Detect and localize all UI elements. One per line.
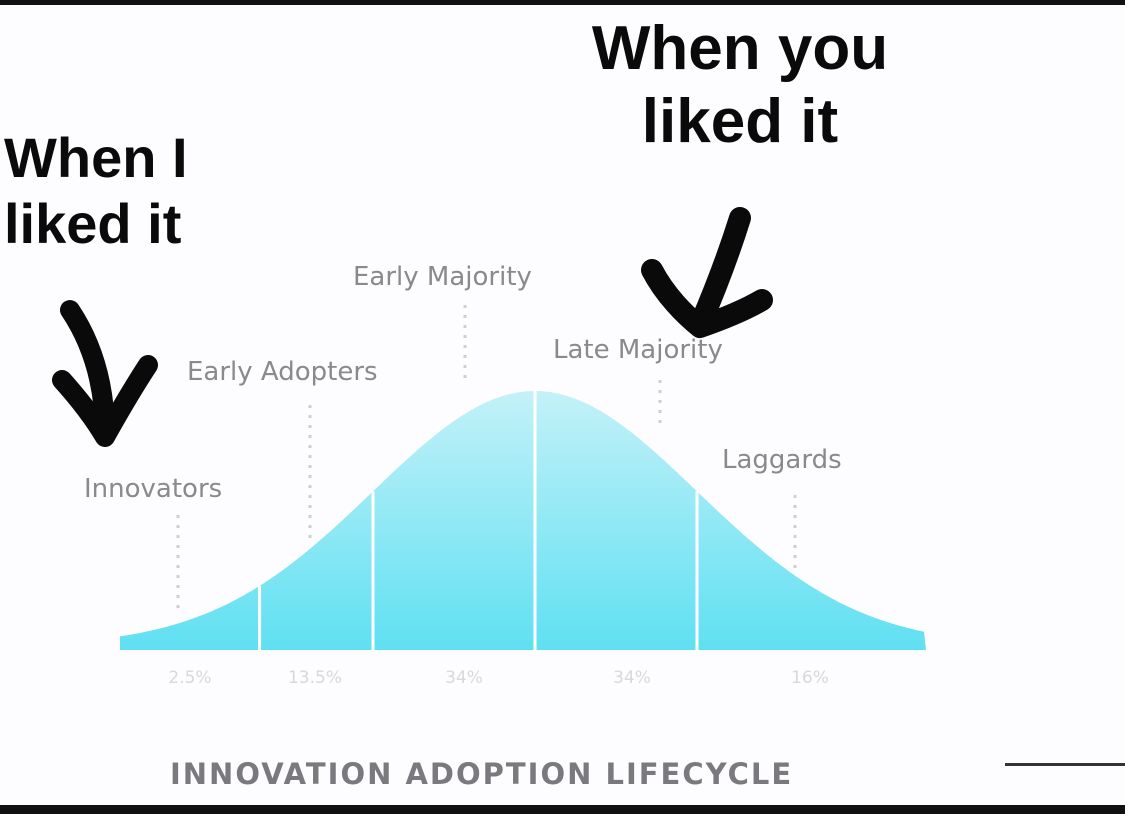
category-label-laggards: Laggards <box>722 445 842 475</box>
bell-curve-area <box>120 391 926 650</box>
category-label-early-adopters: Early Adopters <box>187 357 378 387</box>
frame-top <box>0 0 1125 5</box>
category-label-early-majority: Early Majority <box>353 262 532 292</box>
meme-right-line1: When you <box>591 14 889 83</box>
meme-caption-right: When you liked it <box>545 12 935 158</box>
category-label-innovators: Innovators <box>84 474 223 504</box>
frame-bottom <box>0 805 1125 814</box>
category-label-late-majority: Late Majority <box>553 335 723 365</box>
value-label: 16% <box>791 668 829 688</box>
meme-left-line2: liked it <box>4 192 182 256</box>
left-arrow-icon <box>52 300 158 447</box>
value-label: 34% <box>445 668 483 688</box>
meme-right-line2: liked it <box>641 87 839 157</box>
meme-left-line1: When I <box>4 126 188 189</box>
meme-caption-left: When I liked it <box>4 125 188 257</box>
divider-line <box>1005 763 1125 766</box>
value-label: 13.5% <box>287 668 343 688</box>
value-label: 34% <box>613 668 651 688</box>
right-arrow-icon <box>641 207 773 338</box>
chart-title: INNOVATION ADOPTION LIFECYCLE <box>170 757 794 791</box>
value-label: 2.5% <box>168 668 212 688</box>
